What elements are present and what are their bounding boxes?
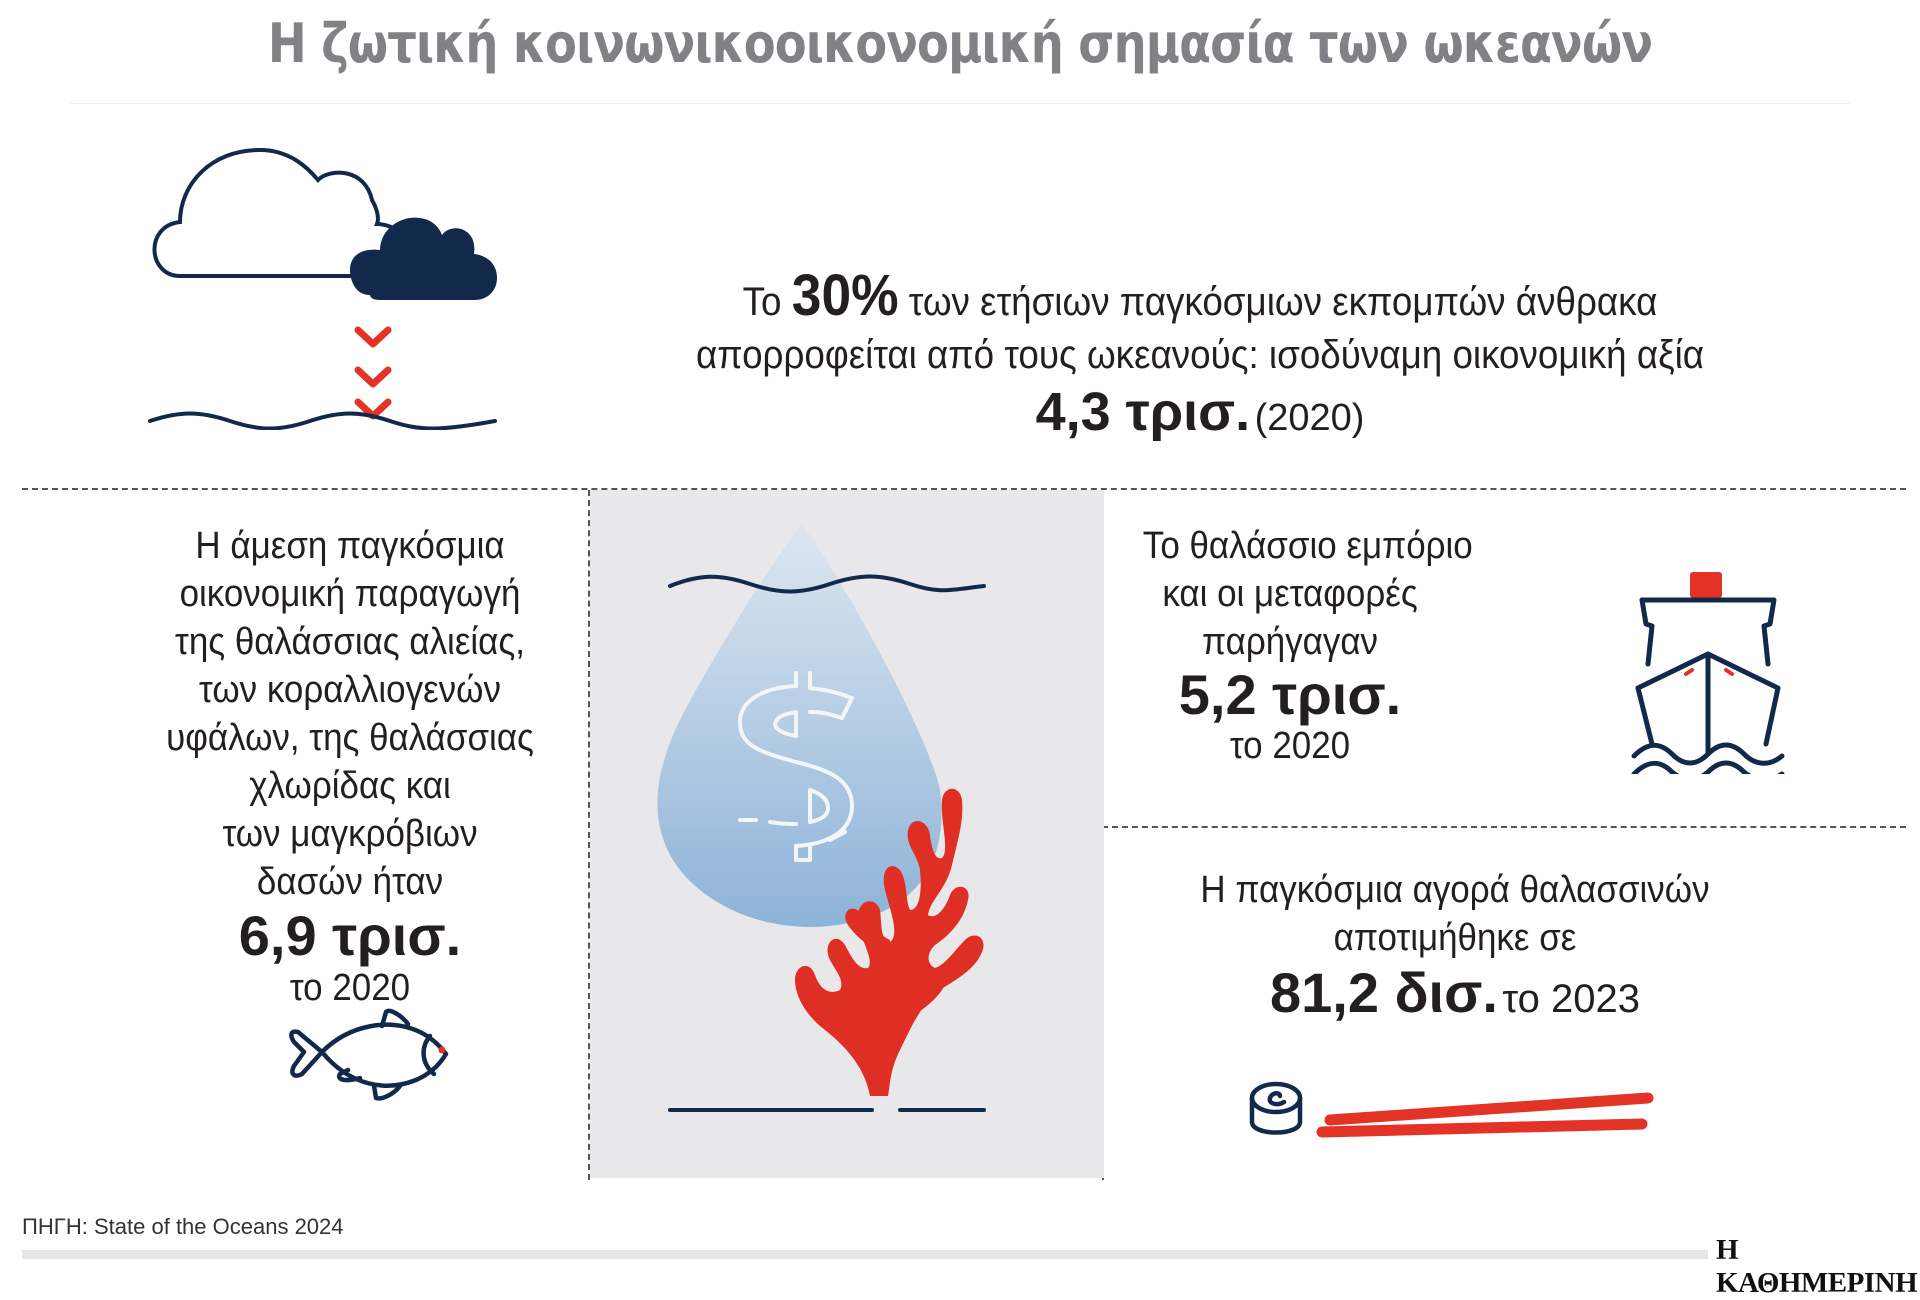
trade-value: 5,2 τρισ. — [1178, 663, 1402, 726]
seafood-year: το 2023 — [1502, 977, 1640, 1021]
ecosystems-line: των μαγκρόβιων — [222, 813, 478, 855]
carbon-highlight-percent: 30% — [791, 263, 899, 328]
ecosystems-text-block: Η άμεση παγκόσμια οικονομική παραγωγή τη… — [150, 522, 550, 1010]
seafood-text-block: Η παγκόσμια αγορά θαλασσινών αποτιμήθηκε… — [1130, 866, 1780, 1039]
title-divider — [70, 103, 1850, 104]
ecosystems-line: Η άμεση παγκόσμια — [195, 525, 505, 567]
ecosystems-line: δασών ήταν — [256, 861, 444, 903]
carbon-value: 4,3 τρισ. — [1035, 382, 1251, 442]
carbon-line-2: απορροφείται από τους ωκεανούς: ισοδύναμ… — [695, 333, 1705, 377]
seafood-line: αποτιμήθηκε σε — [1333, 917, 1577, 959]
seafood-line: Η παγκόσμια αγορά θαλασσινών — [1200, 869, 1710, 911]
carbon-value-line: 4,3 τρισ. (2020) — [620, 380, 1780, 458]
seafood-value: 81,2 δισ. — [1270, 961, 1498, 1024]
cloud-absorption-icon — [148, 147, 498, 430]
trade-line: και οι μεταφορές — [1162, 573, 1418, 615]
ecosystems-line: χλωρίδας και — [249, 765, 451, 807]
trade-line: Το θαλάσσιο εμπόριο — [1142, 525, 1473, 567]
ship-icon — [1631, 572, 1785, 774]
carbon-line-1: Το 30% των ετήσιων παγκόσμιων εκπομπών ά… — [666, 267, 1733, 330]
fish-icon — [289, 1008, 449, 1101]
horizontal-divider-right — [1102, 826, 1906, 828]
horizontal-divider-top — [22, 488, 1906, 490]
ecosystems-value: 6,9 τρισ. — [238, 904, 462, 967]
ecosystems-year: το 2020 — [289, 967, 411, 1009]
ecosystems-line: οικονομική παραγωγή — [179, 573, 521, 615]
trade-text-block: Το θαλάσσιο εμπόριο και οι μεταφορές παρ… — [1130, 522, 1473, 768]
source-caption: ΠΗΓΗ: State of the Oceans 2024 — [22, 1214, 344, 1239]
footer-bar — [22, 1250, 1708, 1259]
ecosystems-line: των κοραλλιογενών — [199, 669, 501, 711]
carbon-line1-post: των ετήσιων παγκόσμιων εκπομπών άνθρακα — [908, 280, 1658, 324]
trade-line: παρήγαγαν — [1201, 621, 1379, 663]
sushi-chopsticks-icon — [1249, 1081, 1654, 1138]
vertical-divider-left — [588, 490, 590, 1180]
center-illustration-panel — [590, 490, 1104, 1178]
ecosystems-line: της θαλάσσιας αλιείας, — [175, 621, 525, 663]
carbon-year: (2020) — [1254, 397, 1365, 439]
carbon-line1-pre: Το — [742, 280, 782, 324]
page-title: Η ζωτική κοινωνικοοικονομική σημασία των… — [267, 12, 1653, 75]
trade-year: το 2020 — [1229, 725, 1351, 767]
ecosystems-line: υφάλων, της θαλάσσιας — [166, 717, 534, 759]
seafood-value-line: 81,2 δισ. το 2023 — [1130, 962, 1780, 1039]
carbon-text-block: Το 30% των ετήσιων παγκόσμιων εκπομπών ά… — [620, 267, 1780, 458]
publisher-logo: Η ΚΑΘΗΜΕΡΙΝΗ — [1716, 1234, 1918, 1299]
water-drop-dollar-coral-icon — [657, 524, 986, 1112]
